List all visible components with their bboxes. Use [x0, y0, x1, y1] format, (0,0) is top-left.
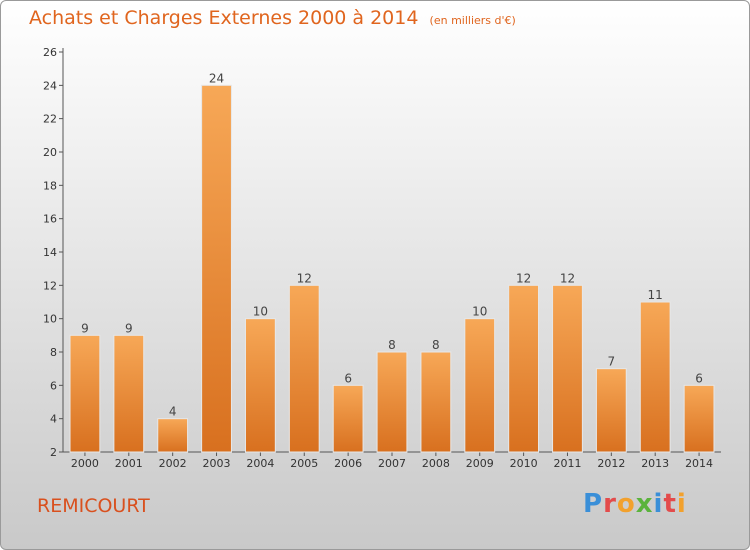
logo-letter: i: [676, 489, 687, 519]
bar-2012: [595, 368, 627, 453]
logo-letter: o: [616, 489, 636, 519]
bar-2001: [113, 334, 145, 453]
data-label-2003: 24: [209, 71, 224, 85]
x-tick-label-2011: 2011: [553, 457, 581, 470]
y-tick-label: 22: [43, 113, 57, 126]
y-tick-label: 24: [43, 79, 57, 92]
x-tick-label-2001: 2001: [115, 457, 143, 470]
y-tick-label: 20: [43, 146, 57, 159]
y-tick-label: 6: [50, 379, 57, 392]
x-tick-label-2009: 2009: [466, 457, 494, 470]
bar-2007: [376, 351, 408, 453]
x-tick-label-2000: 2000: [71, 457, 99, 470]
data-label-2005: 12: [297, 271, 312, 285]
bar-2003: [201, 84, 232, 453]
x-tick-label-2010: 2010: [510, 457, 538, 470]
y-tick-label: 4: [50, 413, 57, 426]
proxiti-logo: Proxiti: [583, 489, 687, 519]
y-tick-label: 16: [43, 213, 57, 226]
x-tick-label-2013: 2013: [641, 457, 669, 470]
y-tick-label: 8: [50, 346, 57, 359]
bar-2014: [683, 384, 715, 453]
x-tick-label-2014: 2014: [685, 457, 713, 470]
bar-2002: [157, 418, 189, 453]
bar-2004: [244, 318, 276, 453]
data-label-2014: 6: [695, 371, 703, 385]
y-tick-label: 18: [43, 179, 57, 192]
x-tick-label-2005: 2005: [290, 457, 318, 470]
x-tick-label-2008: 2008: [422, 457, 450, 470]
bar-2000: [69, 334, 101, 453]
x-tick-label-2012: 2012: [597, 457, 625, 470]
x-tick-label-2002: 2002: [159, 457, 187, 470]
bar-2009: [464, 318, 496, 453]
logo-letter: r: [603, 489, 617, 519]
data-label-2011: 12: [560, 271, 575, 285]
data-label-2013: 11: [648, 288, 663, 302]
data-label-2009: 10: [472, 305, 487, 319]
x-tick-label-2007: 2007: [378, 457, 406, 470]
place-name: REMICOURT: [37, 495, 150, 517]
logo-letter: i: [653, 489, 664, 519]
x-tick-label-2006: 2006: [334, 457, 362, 470]
chart-data-labels: 9 9 4 24 10 12 6 8 8 10 12 12 7 11 6: [81, 71, 703, 418]
x-tick-label-2003: 2003: [203, 457, 231, 470]
data-label-2001: 9: [125, 321, 133, 335]
bar-2008: [420, 351, 452, 453]
chart-subtitle: (en milliers d'€): [429, 14, 516, 27]
y-tick-label: 26: [43, 46, 57, 59]
data-label-2004: 10: [253, 305, 268, 319]
bar-2013: [639, 301, 671, 453]
chart-title: Achats et Charges Externes 2000 à 2014: [29, 7, 419, 29]
data-label-2010: 12: [516, 271, 531, 285]
data-label-2007: 8: [388, 338, 396, 352]
bar-2010: [508, 284, 540, 453]
data-label-2008: 8: [432, 338, 440, 352]
chart-title-block: Achats et Charges Externes 2000 à 2014 (…: [29, 7, 516, 29]
logo-letter: t: [663, 489, 677, 519]
data-label-2000: 9: [81, 321, 89, 335]
data-label-2002: 4: [169, 405, 177, 419]
bar-2006: [332, 384, 364, 453]
logo-letter: P: [583, 489, 604, 519]
y-tick-label: 2: [50, 446, 57, 459]
x-tick-label-2004: 2004: [246, 457, 274, 470]
y-tick-label: 12: [43, 279, 57, 292]
bar-2011: [552, 284, 583, 453]
logo-letter: x: [635, 489, 654, 519]
y-tick-label: 14: [43, 246, 57, 259]
chart-bars: [69, 84, 715, 453]
data-label-2012: 7: [608, 355, 616, 369]
bar-2005: [288, 284, 320, 453]
y-tick-label: 10: [43, 313, 57, 326]
data-label-2006: 6: [344, 371, 352, 385]
